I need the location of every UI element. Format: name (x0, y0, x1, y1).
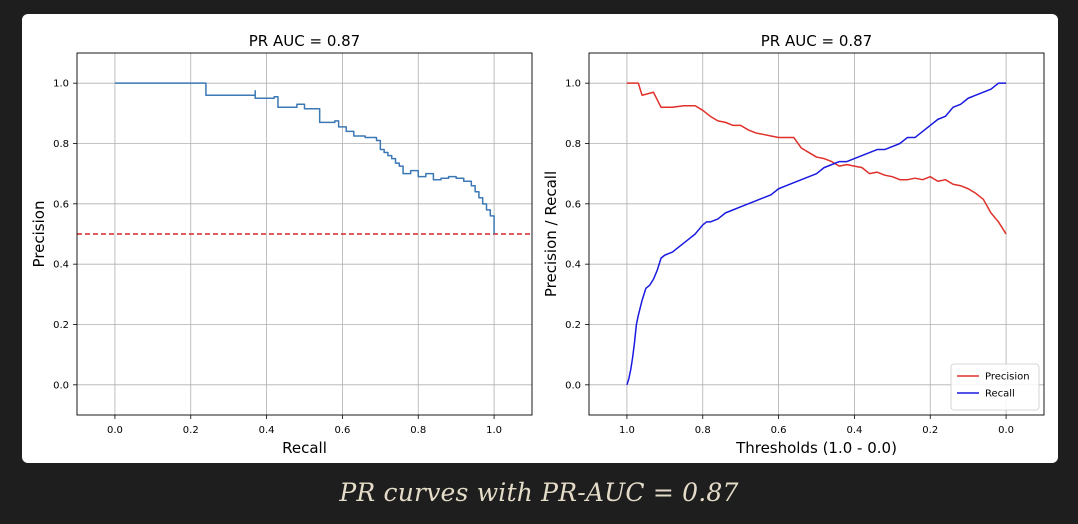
chart-2: 1.0 0.8 0.6 0.4 0.2 0.0 0.0 0.2 0.4 0.6 0.8 1.0 PR A… (542, 32, 1045, 457)
y-tick-label: 0.0 (53, 380, 69, 391)
y-tick-label: 0.6 (53, 199, 69, 210)
plot-title: PR AUC = 0.87 (249, 32, 360, 50)
series-line-precision (626, 82, 1007, 235)
plot-frame (76, 52, 533, 416)
y-tick-label: 0.6 (565, 199, 581, 210)
y-tick-label: 1.0 (53, 79, 69, 90)
x-tick-label: 0.2 (183, 425, 199, 436)
x-tick-label: 0.6 (771, 425, 787, 436)
y-axis-label: Precision (30, 201, 48, 268)
x-tick-label: 0.8 (695, 425, 711, 436)
x-axis-label: Thresholds (1.0 - 0.0) (735, 439, 897, 457)
y-axis-label: Precision / Recall (542, 171, 560, 297)
y-tick-label: 0.4 (53, 260, 69, 271)
legend-label-recall: Recall (985, 389, 1015, 400)
y-tick-label: 0.2 (565, 320, 581, 331)
y-tick-label: 0.2 (53, 320, 69, 331)
x-tick-label: 0.8 (410, 425, 426, 436)
y-tick-label: 1.0 (565, 79, 581, 90)
series-line-recall (626, 82, 1007, 386)
x-tick-label: 1.0 (619, 425, 635, 436)
series-line-1 (114, 82, 495, 234)
y-tick-label: 0.8 (53, 139, 69, 150)
x-tick-label: 0.4 (259, 425, 275, 436)
x-tick-label: 0.2 (922, 425, 938, 436)
y-tick-label: 0.8 (565, 139, 581, 150)
legend-label-precision: Precision (985, 372, 1030, 383)
figure-caption: PR curves with PR-AUC = 0.87 (339, 478, 739, 507)
figure-card: 0.0 0.2 0.4 0.6 0.8 1.0 0.0 0.2 0.4 0.6 0.8 1.0 PR A… (22, 14, 1058, 463)
chart-1: 0.0 0.2 0.4 0.6 0.8 1.0 0.0 0.2 0.4 0.6 0.8 1.0 PR A… (30, 32, 533, 457)
x-tick-label: 0.0 (107, 425, 123, 436)
y-tick-label: 0.0 (565, 380, 581, 391)
x-tick-label: 0.6 (334, 425, 350, 436)
x-axis-label: Recall (282, 439, 327, 457)
x-tick-label: 0.4 (846, 425, 862, 436)
x-tick-label: 0.0 (998, 425, 1014, 436)
plot-title: PR AUC = 0.87 (761, 32, 872, 50)
plot-frame (588, 52, 1045, 416)
legend: Precision Recall (950, 363, 1040, 411)
y-tick-label: 0.4 (565, 260, 581, 271)
x-tick-label: 1.0 (486, 425, 502, 436)
figure-canvas: 0.0 0.2 0.4 0.6 0.8 1.0 0.0 0.2 0.4 0.6 0.8 1.0 PR A… (30, 32, 1045, 457)
